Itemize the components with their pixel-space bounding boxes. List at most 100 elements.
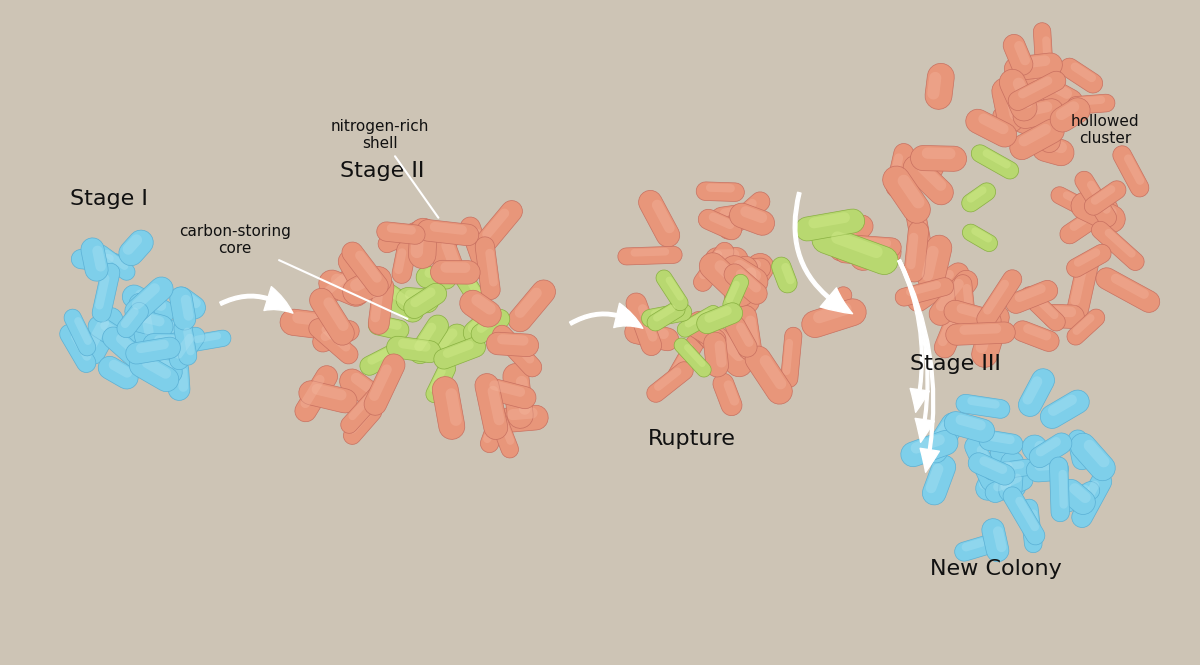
- Polygon shape: [772, 257, 797, 293]
- Polygon shape: [476, 377, 536, 409]
- Polygon shape: [992, 526, 1007, 552]
- Polygon shape: [1012, 321, 1060, 351]
- Polygon shape: [709, 213, 734, 229]
- Polygon shape: [425, 268, 449, 279]
- Polygon shape: [378, 219, 431, 253]
- Polygon shape: [677, 305, 721, 337]
- Text: New Colony: New Colony: [930, 559, 1062, 579]
- Polygon shape: [342, 267, 391, 305]
- Polygon shape: [143, 334, 198, 354]
- Polygon shape: [1030, 433, 1072, 467]
- Polygon shape: [642, 303, 691, 327]
- Polygon shape: [733, 260, 761, 271]
- Polygon shape: [720, 205, 750, 219]
- Polygon shape: [92, 263, 120, 322]
- Polygon shape: [976, 315, 995, 353]
- Polygon shape: [985, 470, 1033, 503]
- Polygon shape: [167, 358, 190, 400]
- Polygon shape: [324, 269, 354, 295]
- Polygon shape: [120, 302, 162, 352]
- Polygon shape: [71, 332, 91, 360]
- Polygon shape: [898, 175, 924, 208]
- Polygon shape: [666, 277, 684, 301]
- Polygon shape: [1002, 453, 1021, 485]
- Polygon shape: [443, 340, 474, 358]
- Polygon shape: [923, 455, 955, 505]
- Polygon shape: [475, 201, 522, 253]
- Polygon shape: [730, 203, 774, 235]
- Polygon shape: [1048, 394, 1076, 416]
- Polygon shape: [1046, 114, 1058, 142]
- Polygon shape: [889, 154, 904, 186]
- Polygon shape: [1050, 457, 1069, 521]
- Polygon shape: [706, 247, 748, 271]
- Polygon shape: [1032, 135, 1074, 166]
- Polygon shape: [1000, 69, 1037, 121]
- Polygon shape: [386, 224, 416, 235]
- Text: Stage I: Stage I: [70, 189, 148, 209]
- Polygon shape: [960, 324, 1001, 334]
- Polygon shape: [396, 224, 460, 259]
- Polygon shape: [685, 310, 710, 328]
- Polygon shape: [414, 323, 437, 351]
- Polygon shape: [490, 380, 526, 397]
- Polygon shape: [92, 245, 136, 280]
- Polygon shape: [485, 249, 498, 287]
- Polygon shape: [1070, 433, 1115, 481]
- Polygon shape: [1072, 471, 1111, 527]
- Polygon shape: [1111, 274, 1148, 299]
- Polygon shape: [323, 297, 348, 331]
- Polygon shape: [697, 321, 752, 377]
- Polygon shape: [155, 335, 187, 344]
- Polygon shape: [721, 255, 768, 295]
- Polygon shape: [832, 231, 883, 258]
- Polygon shape: [1033, 23, 1054, 92]
- Polygon shape: [1076, 481, 1099, 514]
- Polygon shape: [740, 206, 767, 223]
- Polygon shape: [911, 146, 966, 172]
- Polygon shape: [116, 308, 146, 335]
- Polygon shape: [430, 367, 445, 392]
- Polygon shape: [125, 309, 173, 338]
- Polygon shape: [92, 245, 106, 271]
- Polygon shape: [650, 305, 682, 318]
- Polygon shape: [130, 352, 179, 392]
- Polygon shape: [967, 186, 986, 203]
- Polygon shape: [722, 274, 749, 313]
- Polygon shape: [956, 394, 1010, 418]
- Polygon shape: [371, 288, 383, 323]
- Polygon shape: [293, 312, 328, 327]
- Polygon shape: [860, 237, 892, 247]
- Polygon shape: [802, 299, 866, 338]
- Polygon shape: [60, 325, 96, 372]
- Polygon shape: [1004, 111, 1037, 128]
- Polygon shape: [1051, 306, 1076, 317]
- Polygon shape: [193, 332, 221, 343]
- Polygon shape: [463, 311, 499, 344]
- Polygon shape: [994, 462, 1025, 471]
- Polygon shape: [724, 380, 739, 406]
- FancyArrowPatch shape: [220, 287, 293, 313]
- Polygon shape: [472, 294, 496, 315]
- Polygon shape: [378, 318, 402, 330]
- Polygon shape: [1093, 196, 1116, 217]
- Polygon shape: [1015, 55, 1050, 69]
- Polygon shape: [928, 72, 941, 100]
- Polygon shape: [497, 405, 548, 432]
- Polygon shape: [1112, 146, 1148, 197]
- Polygon shape: [818, 287, 852, 329]
- Polygon shape: [944, 300, 1001, 332]
- Polygon shape: [1067, 253, 1098, 320]
- Polygon shape: [929, 421, 952, 450]
- Polygon shape: [745, 346, 792, 404]
- Polygon shape: [1020, 499, 1042, 553]
- Polygon shape: [710, 203, 761, 230]
- Polygon shape: [80, 238, 108, 281]
- Polygon shape: [174, 334, 194, 358]
- Polygon shape: [961, 538, 985, 551]
- Polygon shape: [1003, 487, 1045, 545]
- Polygon shape: [917, 162, 947, 191]
- Polygon shape: [184, 328, 194, 355]
- Polygon shape: [144, 356, 174, 372]
- Polygon shape: [136, 340, 169, 353]
